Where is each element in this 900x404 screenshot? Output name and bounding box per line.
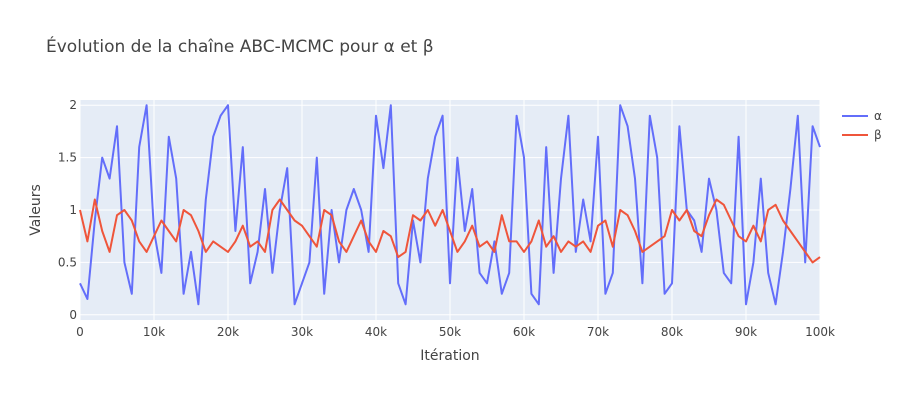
x-tick-label: 30k xyxy=(291,325,313,339)
y-tick-label: 0 xyxy=(69,308,77,322)
legend-item-alpha[interactable]: α xyxy=(842,109,882,123)
x-tick-label: 20k xyxy=(217,325,239,339)
x-tick-label: 40k xyxy=(365,325,387,339)
y-tick-label: 0.5 xyxy=(58,255,77,269)
legend-label-alpha: α xyxy=(874,109,882,123)
legend[interactable]: αβ xyxy=(842,109,882,142)
x-tick-label: 60k xyxy=(513,325,535,339)
y-tick-label: 1 xyxy=(69,203,77,217)
y-axis-ticks: 0 0.5 1 1.5 2 xyxy=(58,98,77,322)
series-lines xyxy=(79,104,821,306)
x-tick-label: 10k xyxy=(143,325,165,339)
x-tick-label: 70k xyxy=(587,325,609,339)
x-tick-label: 80k xyxy=(661,325,683,339)
x-tick-label: 90k xyxy=(735,325,757,339)
x-tick-label: 50k xyxy=(439,325,461,339)
legend-label-beta: β xyxy=(874,128,882,142)
y-tick-label: 2 xyxy=(69,98,77,112)
x-axis-ticks: 0 10k 20k 30k 40k 50k 60k 70k 80k 90k 100k xyxy=(76,325,835,339)
y-axis-label: Valeurs xyxy=(28,184,44,236)
chart-title: Évolution de la chaîne ABC-MCMC pour α e… xyxy=(46,35,434,57)
x-tick-label: 0 xyxy=(76,325,84,339)
y-tick-label: 1.5 xyxy=(58,151,77,165)
series-line-beta xyxy=(79,198,821,264)
series-line-alpha xyxy=(79,104,821,306)
x-axis-label: Itération xyxy=(420,348,479,364)
x-tick-label: 100k xyxy=(805,325,835,339)
legend-item-beta[interactable]: β xyxy=(842,128,882,142)
